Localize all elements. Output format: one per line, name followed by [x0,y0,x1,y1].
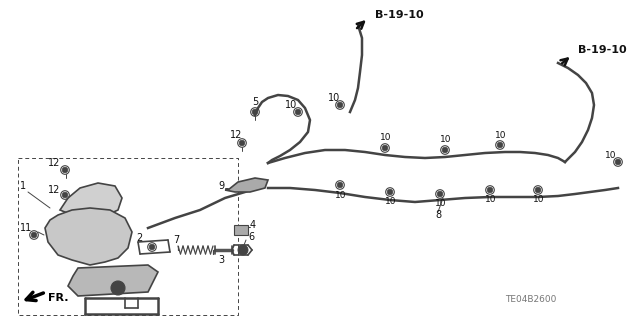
Text: 10: 10 [435,199,447,209]
Circle shape [337,182,343,188]
Text: 12: 12 [230,130,243,140]
Polygon shape [45,208,132,265]
Text: 12: 12 [48,158,60,168]
Text: 9: 9 [218,181,224,191]
Text: 10: 10 [380,133,392,143]
Text: B-19-10: B-19-10 [375,10,424,20]
Circle shape [337,102,343,108]
Circle shape [252,109,258,115]
Circle shape [62,167,68,173]
Text: FR.: FR. [48,293,68,303]
Circle shape [62,192,68,198]
Text: 10: 10 [485,196,497,204]
Circle shape [497,142,503,148]
Text: 10: 10 [605,151,616,160]
Circle shape [238,245,248,255]
Circle shape [437,191,443,197]
Text: 10: 10 [328,93,340,103]
Text: B-19-10: B-19-10 [578,45,627,55]
Circle shape [387,189,393,195]
Circle shape [487,187,493,193]
Text: 2: 2 [136,233,142,243]
Circle shape [149,244,155,250]
Polygon shape [60,183,122,218]
Polygon shape [68,265,158,296]
Polygon shape [234,225,248,235]
Text: 6: 6 [248,232,254,242]
Text: 3: 3 [218,255,224,265]
Circle shape [382,145,388,151]
Circle shape [111,281,125,295]
Circle shape [31,232,36,238]
Text: 10: 10 [335,190,346,199]
Text: 1: 1 [20,181,26,191]
Text: 10: 10 [385,197,397,206]
Circle shape [115,285,121,291]
Circle shape [295,109,301,115]
Circle shape [615,159,621,165]
Circle shape [535,187,541,193]
Text: 10: 10 [440,136,451,145]
Text: TE04B2600: TE04B2600 [505,295,556,305]
Text: 12: 12 [48,185,60,195]
Text: 4: 4 [250,220,256,230]
Circle shape [442,147,448,153]
Text: 10: 10 [495,130,506,139]
Text: 5: 5 [252,97,259,107]
Text: 10: 10 [285,100,297,110]
Polygon shape [225,178,268,192]
Text: 10: 10 [533,196,545,204]
Circle shape [239,140,245,146]
Text: 8: 8 [435,210,441,220]
Text: 7: 7 [173,235,179,245]
Text: 11: 11 [20,223,32,233]
